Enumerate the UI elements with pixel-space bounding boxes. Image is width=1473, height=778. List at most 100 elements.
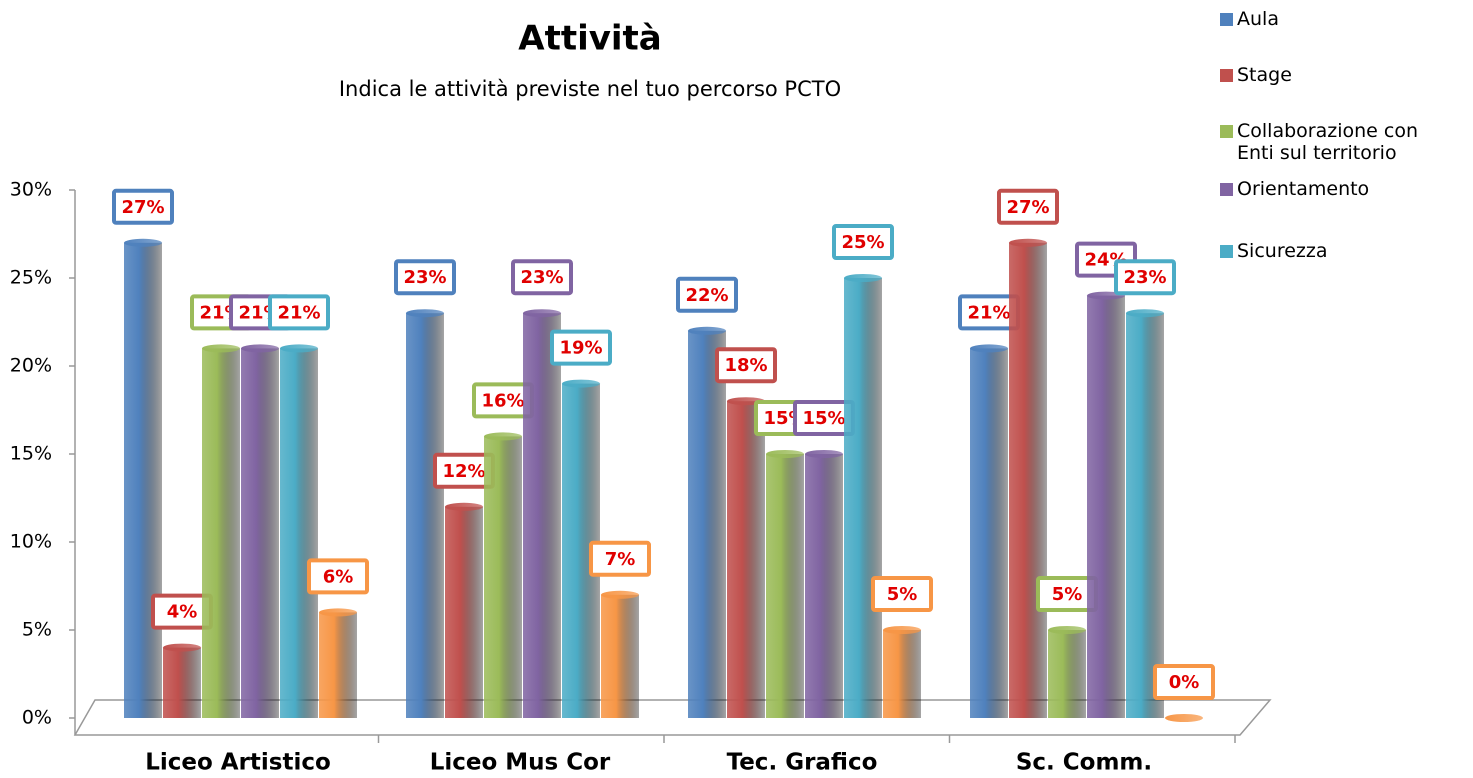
label-box [268,294,330,331]
bar-top [1009,238,1047,247]
bar [727,401,765,718]
bar [1048,630,1086,718]
data-label: 4% [167,602,198,623]
bar-group [805,450,843,718]
bar [601,594,639,718]
bar-group [1126,309,1164,718]
y-tick-label: 10% [10,531,52,553]
y-tick-label: 25% [10,267,52,289]
data-label: 5% [887,584,918,605]
bar-group [241,344,279,718]
chart-title: Attività [518,19,662,59]
data-label: 27% [1006,197,1049,218]
bar-group [280,344,318,718]
legend-label: Orientamento [1237,178,1370,200]
data-label: 23% [403,267,446,288]
bar [1126,313,1164,718]
bar [766,454,804,718]
legend-swatch [1220,183,1233,196]
bar [1087,295,1125,718]
bar-group [163,643,201,718]
bar-top [1126,309,1164,318]
bar-top [280,344,318,353]
data-label: 16% [481,390,524,411]
bar [970,348,1008,718]
data-label: 23% [520,267,563,288]
bar-top [319,608,357,617]
legend-label: Collaborazione con Enti sul territorio [1237,120,1418,164]
bar-group [124,238,162,719]
data-label: 5% [1052,584,1083,605]
bar-group [1009,238,1047,719]
data-label: 19% [559,338,602,359]
legend-label: Sicurezza [1237,240,1328,262]
bar-top [688,326,726,335]
bar [406,313,444,718]
x-tick-label: Liceo Mus Cor [430,750,611,776]
legend-item: Sicurezza [1220,240,1470,262]
label-box [871,576,933,612]
legend-item: Collaborazione con Enti sul territorio [1220,120,1470,164]
legend-swatch [1220,13,1233,26]
bar-group [406,309,444,718]
bar-top [883,626,921,634]
y-tick-label: 15% [10,443,52,465]
bar [445,506,483,718]
data-label: 27% [121,197,164,218]
bar [883,630,921,718]
label-box [511,259,573,296]
label-box [307,558,369,595]
label-box [1114,259,1176,296]
data-label: 6% [323,566,354,587]
bar [202,348,240,718]
bar-group [202,344,240,718]
x-tick-label: Tec. Grafico [727,750,878,776]
data-label: 23% [1123,267,1166,288]
bar-group [883,626,921,718]
chart-subtitle: Indica le attività previste nel tuo perc… [339,77,841,101]
bar-top [124,238,162,247]
label-box [832,224,894,260]
bar-group [445,502,483,718]
data-label: 15% [802,408,845,429]
data-label: 22% [685,285,728,306]
label-box [997,188,1059,225]
label-box [112,188,174,225]
bar [163,647,201,718]
bar-top [523,309,561,318]
bar [523,313,561,718]
bar-top [601,590,639,599]
legend-swatch [1220,125,1233,138]
bar-group [844,274,882,718]
y-tick-label: 0% [22,707,52,729]
bar-group [1087,291,1125,718]
x-tick-label: Liceo Artistico [145,750,331,776]
bar-group [484,432,522,718]
bar-top [445,502,483,511]
bar [844,278,882,718]
data-label: 21% [277,302,320,323]
y-tick-label: 5% [22,619,52,641]
bar [688,330,726,718]
bar [319,612,357,718]
label-box [550,329,612,366]
data-label: 21% [967,302,1010,323]
bar-top [766,450,804,458]
bar-group [970,344,1008,718]
legend-swatch [1220,69,1233,82]
bar [1009,242,1047,719]
label-box [394,259,456,296]
legend-swatch [1220,245,1233,258]
legend-item: Stage [1220,64,1470,86]
bar-top [202,344,240,353]
y-tick-label: 20% [10,355,52,377]
bar-group [688,326,726,718]
legend-item: Orientamento [1220,178,1470,200]
bar [484,436,522,718]
bar-group [601,590,639,718]
bar-group [727,397,765,718]
bar [805,454,843,718]
bar-top [406,309,444,318]
